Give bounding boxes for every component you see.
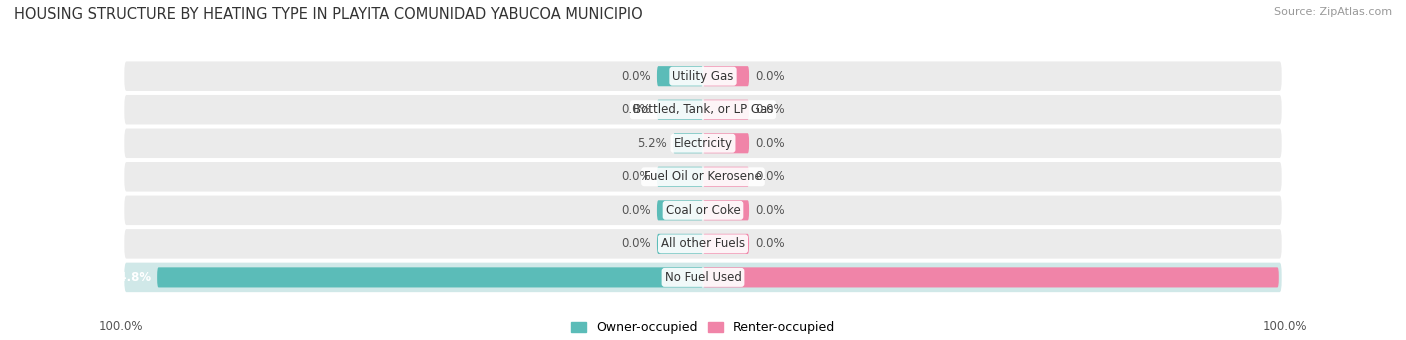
Text: HOUSING STRUCTURE BY HEATING TYPE IN PLAYITA COMUNIDAD YABUCOA MUNICIPIO: HOUSING STRUCTURE BY HEATING TYPE IN PLA…: [14, 7, 643, 22]
FancyBboxPatch shape: [124, 95, 1282, 124]
FancyBboxPatch shape: [703, 267, 1279, 287]
Text: Bottled, Tank, or LP Gas: Bottled, Tank, or LP Gas: [633, 103, 773, 116]
Text: 94.8%: 94.8%: [110, 271, 152, 284]
Text: 0.0%: 0.0%: [621, 237, 651, 250]
Text: 5.2%: 5.2%: [637, 137, 668, 150]
FancyBboxPatch shape: [657, 100, 703, 120]
Text: 0.0%: 0.0%: [755, 137, 785, 150]
Text: 0.0%: 0.0%: [621, 204, 651, 217]
FancyBboxPatch shape: [124, 262, 1282, 292]
FancyBboxPatch shape: [703, 234, 749, 254]
Legend: Owner-occupied, Renter-occupied: Owner-occupied, Renter-occupied: [567, 317, 839, 339]
Text: 0.0%: 0.0%: [755, 170, 785, 183]
Text: Utility Gas: Utility Gas: [672, 70, 734, 83]
FancyBboxPatch shape: [703, 133, 749, 153]
Text: Electricity: Electricity: [673, 137, 733, 150]
FancyBboxPatch shape: [124, 195, 1282, 225]
FancyBboxPatch shape: [657, 167, 703, 187]
Text: Fuel Oil or Kerosene: Fuel Oil or Kerosene: [644, 170, 762, 183]
FancyBboxPatch shape: [703, 167, 749, 187]
Text: All other Fuels: All other Fuels: [661, 237, 745, 250]
FancyBboxPatch shape: [703, 200, 749, 220]
FancyBboxPatch shape: [657, 200, 703, 220]
Text: 0.0%: 0.0%: [621, 170, 651, 183]
Text: 0.0%: 0.0%: [755, 237, 785, 250]
FancyBboxPatch shape: [703, 100, 749, 120]
FancyBboxPatch shape: [703, 66, 749, 86]
Text: 0.0%: 0.0%: [755, 204, 785, 217]
Text: 0.0%: 0.0%: [755, 103, 785, 116]
FancyBboxPatch shape: [657, 234, 703, 254]
FancyBboxPatch shape: [673, 133, 703, 153]
FancyBboxPatch shape: [124, 129, 1282, 158]
Text: 100.0%: 100.0%: [1263, 320, 1308, 333]
Text: 0.0%: 0.0%: [621, 103, 651, 116]
FancyBboxPatch shape: [657, 66, 703, 86]
Text: 100.0%: 100.0%: [1285, 271, 1333, 284]
Text: 0.0%: 0.0%: [621, 70, 651, 83]
Text: Source: ZipAtlas.com: Source: ZipAtlas.com: [1274, 7, 1392, 17]
Text: Coal or Coke: Coal or Coke: [665, 204, 741, 217]
Text: No Fuel Used: No Fuel Used: [665, 271, 741, 284]
FancyBboxPatch shape: [124, 62, 1282, 91]
Text: 100.0%: 100.0%: [98, 320, 143, 333]
FancyBboxPatch shape: [124, 162, 1282, 191]
FancyBboxPatch shape: [124, 229, 1282, 259]
Text: 0.0%: 0.0%: [755, 70, 785, 83]
FancyBboxPatch shape: [157, 267, 703, 287]
